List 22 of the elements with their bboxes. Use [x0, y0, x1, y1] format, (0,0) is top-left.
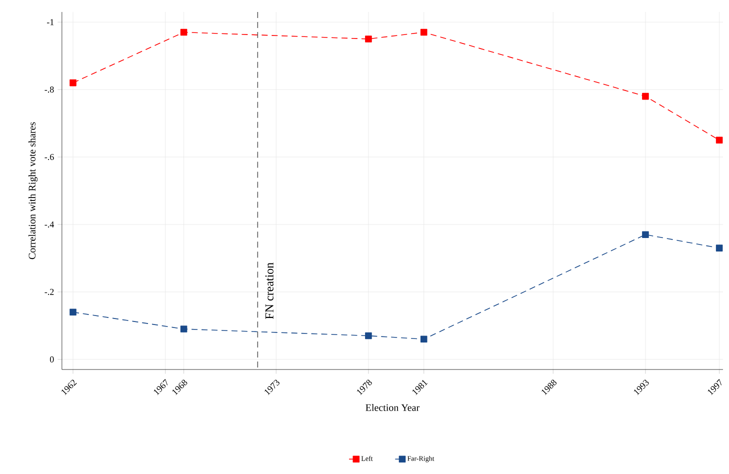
- point: [365, 332, 372, 339]
- y-tick-label: -.2: [44, 288, 54, 295]
- y-axis-title: Correlation with Right vote shares: [28, 122, 38, 259]
- y-tick-label: -1: [46, 18, 54, 25]
- point: [180, 325, 188, 332]
- point: [70, 308, 76, 316]
- x-axis-title: Election Year: [366, 404, 420, 411]
- point: [70, 79, 76, 86]
- point: [420, 28, 428, 36]
- point: [716, 136, 723, 144]
- ref-line-label: FN creation: [265, 262, 274, 319]
- point: [642, 92, 649, 100]
- y-tick-label: -.8: [44, 86, 54, 92]
- y-tick-label: -.6: [44, 154, 54, 160]
- y-tick-label: -.4: [44, 221, 54, 228]
- point: [365, 35, 372, 42]
- point: [642, 231, 649, 238]
- point: [420, 336, 428, 342]
- point: [180, 28, 188, 36]
- x-tick-label: 1981: [412, 380, 428, 395]
- point: [716, 244, 723, 252]
- y-tick-label: 0: [50, 356, 54, 362]
